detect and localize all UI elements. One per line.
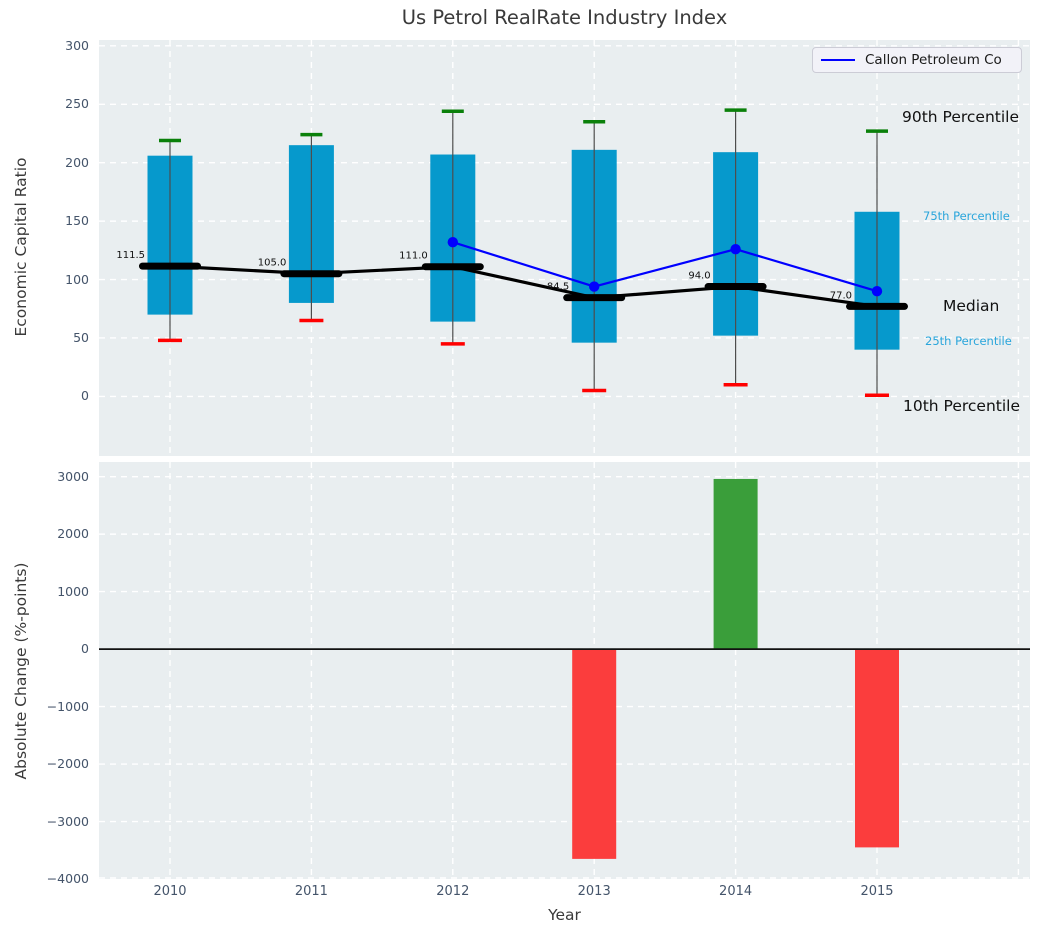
- y-tick-label: 200: [65, 154, 89, 170]
- median-segment: [139, 262, 201, 270]
- y-tick-label: 250: [65, 96, 89, 112]
- bar-plot-area: [99, 462, 1030, 879]
- x-tick-label: 2012: [436, 884, 470, 899]
- x-axis-label: Year: [548, 906, 581, 924]
- median-connector-line: [169, 264, 878, 309]
- y-tick-label: 300: [65, 37, 89, 53]
- x-tick-label: 2015: [860, 884, 894, 899]
- change-bar-negative: [572, 649, 617, 859]
- y-tick-label: 150: [65, 213, 89, 229]
- x-tick-label: 2014: [719, 884, 753, 899]
- y-tick-label: −1000: [46, 698, 89, 714]
- annotation-p90: 90th Percentile: [902, 108, 1020, 126]
- series-line: [452, 241, 878, 293]
- box-chart-svg: 111.5 105.0 111.0 84.5 94.0 77.0: [99, 40, 1030, 456]
- x-tick-label: 2011: [294, 884, 328, 899]
- y-tick-label: 50: [73, 329, 89, 345]
- y-tick-label: 0: [81, 641, 89, 657]
- y-tick-label: −4000: [46, 871, 89, 886]
- median-segment: [421, 263, 484, 271]
- median-segment: [846, 302, 908, 310]
- legend: Callon Petroleum Co: [812, 47, 1022, 73]
- box-plot-area: 111.5 105.0 111.0 84.5 94.0 77.0: [99, 40, 1030, 456]
- median-segment: [563, 294, 626, 302]
- y-axis-label-top: Economic Capital Ratio: [12, 157, 30, 337]
- median-value-label: 94.0: [688, 271, 710, 282]
- series-marker: [447, 236, 458, 248]
- series-marker: [871, 286, 883, 297]
- median-value-label: 111.0: [399, 251, 428, 262]
- change-bar-negative: [855, 649, 899, 848]
- annotation-p25: 25th Percentile: [925, 334, 1012, 348]
- legend-line-sample: [821, 59, 855, 61]
- y-tick-label: 100: [65, 271, 89, 287]
- chart-title: Us Petrol RealRate Industry Index: [401, 6, 728, 29]
- bar-chart-svg: [99, 462, 1030, 879]
- y-tick-label: 1000: [57, 583, 89, 599]
- series-marker: [589, 281, 600, 292]
- annotation-median: Median: [943, 297, 1000, 315]
- change-bar-positive: [713, 478, 758, 650]
- median-segment: [280, 270, 343, 278]
- median-value-label: 105.0: [258, 258, 287, 269]
- x-tick-label: 2013: [577, 884, 611, 899]
- x-tick-label: 2010: [153, 884, 187, 899]
- legend-label: Callon Petroleum Co: [865, 52, 1002, 68]
- series-marker: [730, 243, 741, 255]
- annotation-p10: 10th Percentile: [903, 397, 1021, 415]
- median-value-label: 111.5: [116, 250, 145, 261]
- annotation-p75: 75th Percentile: [923, 209, 1010, 223]
- median-value-label: 84.5: [547, 282, 569, 293]
- y-tick-label: 3000: [57, 468, 89, 484]
- y-tick-label: 2000: [57, 526, 89, 542]
- y-tick-label: 0: [81, 388, 89, 404]
- median-segment: [704, 283, 767, 291]
- y-tick-label: −3000: [46, 813, 89, 829]
- y-axis-label-bottom: Absolute Change (%-points): [12, 562, 30, 780]
- median-value-label: 77.0: [830, 290, 852, 301]
- y-tick-label: −2000: [46, 756, 89, 772]
